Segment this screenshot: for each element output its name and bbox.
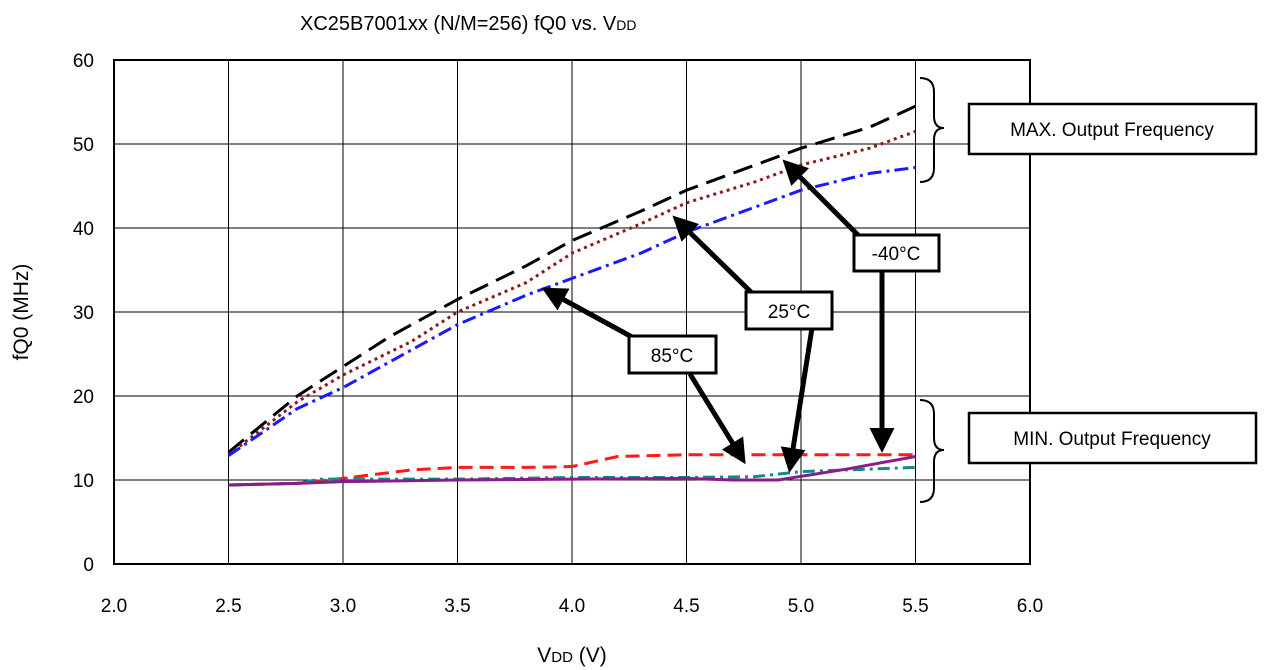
x-tick-label: 2.5 <box>215 596 241 617</box>
chart-title-sub: DD <box>616 17 636 33</box>
arrow-25-max <box>672 215 754 295</box>
max-label: MAX. Output Frequency <box>1010 120 1214 141</box>
y-tick-label: 0 <box>83 555 94 576</box>
y-tick-label: 60 <box>73 51 94 72</box>
min-label-box <box>967 411 1258 465</box>
temp-label-box-minus40 <box>852 233 941 273</box>
chart-title: XC25B7001xx (N/M=256) fQ0 vs. VDD <box>300 13 636 35</box>
x-axis-label-sub: DD <box>551 649 573 666</box>
x-tick-label: 5.0 <box>788 596 814 617</box>
arrow-m40-max <box>782 159 862 239</box>
series-line-2 <box>227 166 916 457</box>
arrow-85-min <box>687 372 746 465</box>
temp-label-85: 85°C <box>651 346 693 367</box>
x-tick-label: 4.0 <box>559 596 585 617</box>
chart-title-main: XC25B7001xx (N/M=256) fQ0 vs. V <box>300 13 617 35</box>
annotation-arrows <box>541 159 895 473</box>
temp-label-25: 25°C <box>768 302 810 323</box>
y-tick-label: 40 <box>73 219 94 240</box>
series-line-5 <box>228 455 916 487</box>
y-tick-label: 10 <box>73 471 94 492</box>
series-line-3 <box>228 453 916 487</box>
x-axis-label-main: V <box>537 644 551 667</box>
x-tick-label: 4.5 <box>673 596 699 617</box>
temp-label-box-85 <box>627 334 718 375</box>
series-line-0 <box>227 104 917 454</box>
max-brace <box>919 77 945 183</box>
max-label-box <box>967 102 1258 156</box>
y-tick-label: 20 <box>73 387 94 408</box>
arrow-85-max <box>541 287 634 340</box>
x-tick-label: 2.0 <box>101 596 127 617</box>
grid-lines <box>113 59 1031 565</box>
arrow-25-min <box>780 327 815 473</box>
y-axis-label: fQ0 (MHz) <box>10 264 33 361</box>
x-axis-label: VDD (V) <box>537 644 607 667</box>
x-tick-labels: 2.0 2.5 3.0 3.5 4.0 4.5 5.0 5.5 6.0 <box>101 596 1043 617</box>
x-tick-label: 5.5 <box>902 596 928 617</box>
temp-label-box-25 <box>744 290 834 331</box>
temp-label-minus40: -40°C <box>872 244 921 265</box>
x-axis-label-unit: (V) <box>573 644 607 667</box>
x-tick-label: 3.0 <box>330 596 356 617</box>
x-tick-label: 6.0 <box>1017 596 1043 617</box>
x-tick-label: 3.5 <box>444 596 470 617</box>
y-tick-labels: 0 10 20 30 40 50 60 <box>73 51 94 576</box>
plot-frame <box>113 59 1031 565</box>
min-brace <box>919 399 945 503</box>
min-label: MIN. Output Frequency <box>1013 429 1211 450</box>
y-tick-label: 30 <box>73 303 94 324</box>
y-tick-label: 50 <box>73 135 94 156</box>
